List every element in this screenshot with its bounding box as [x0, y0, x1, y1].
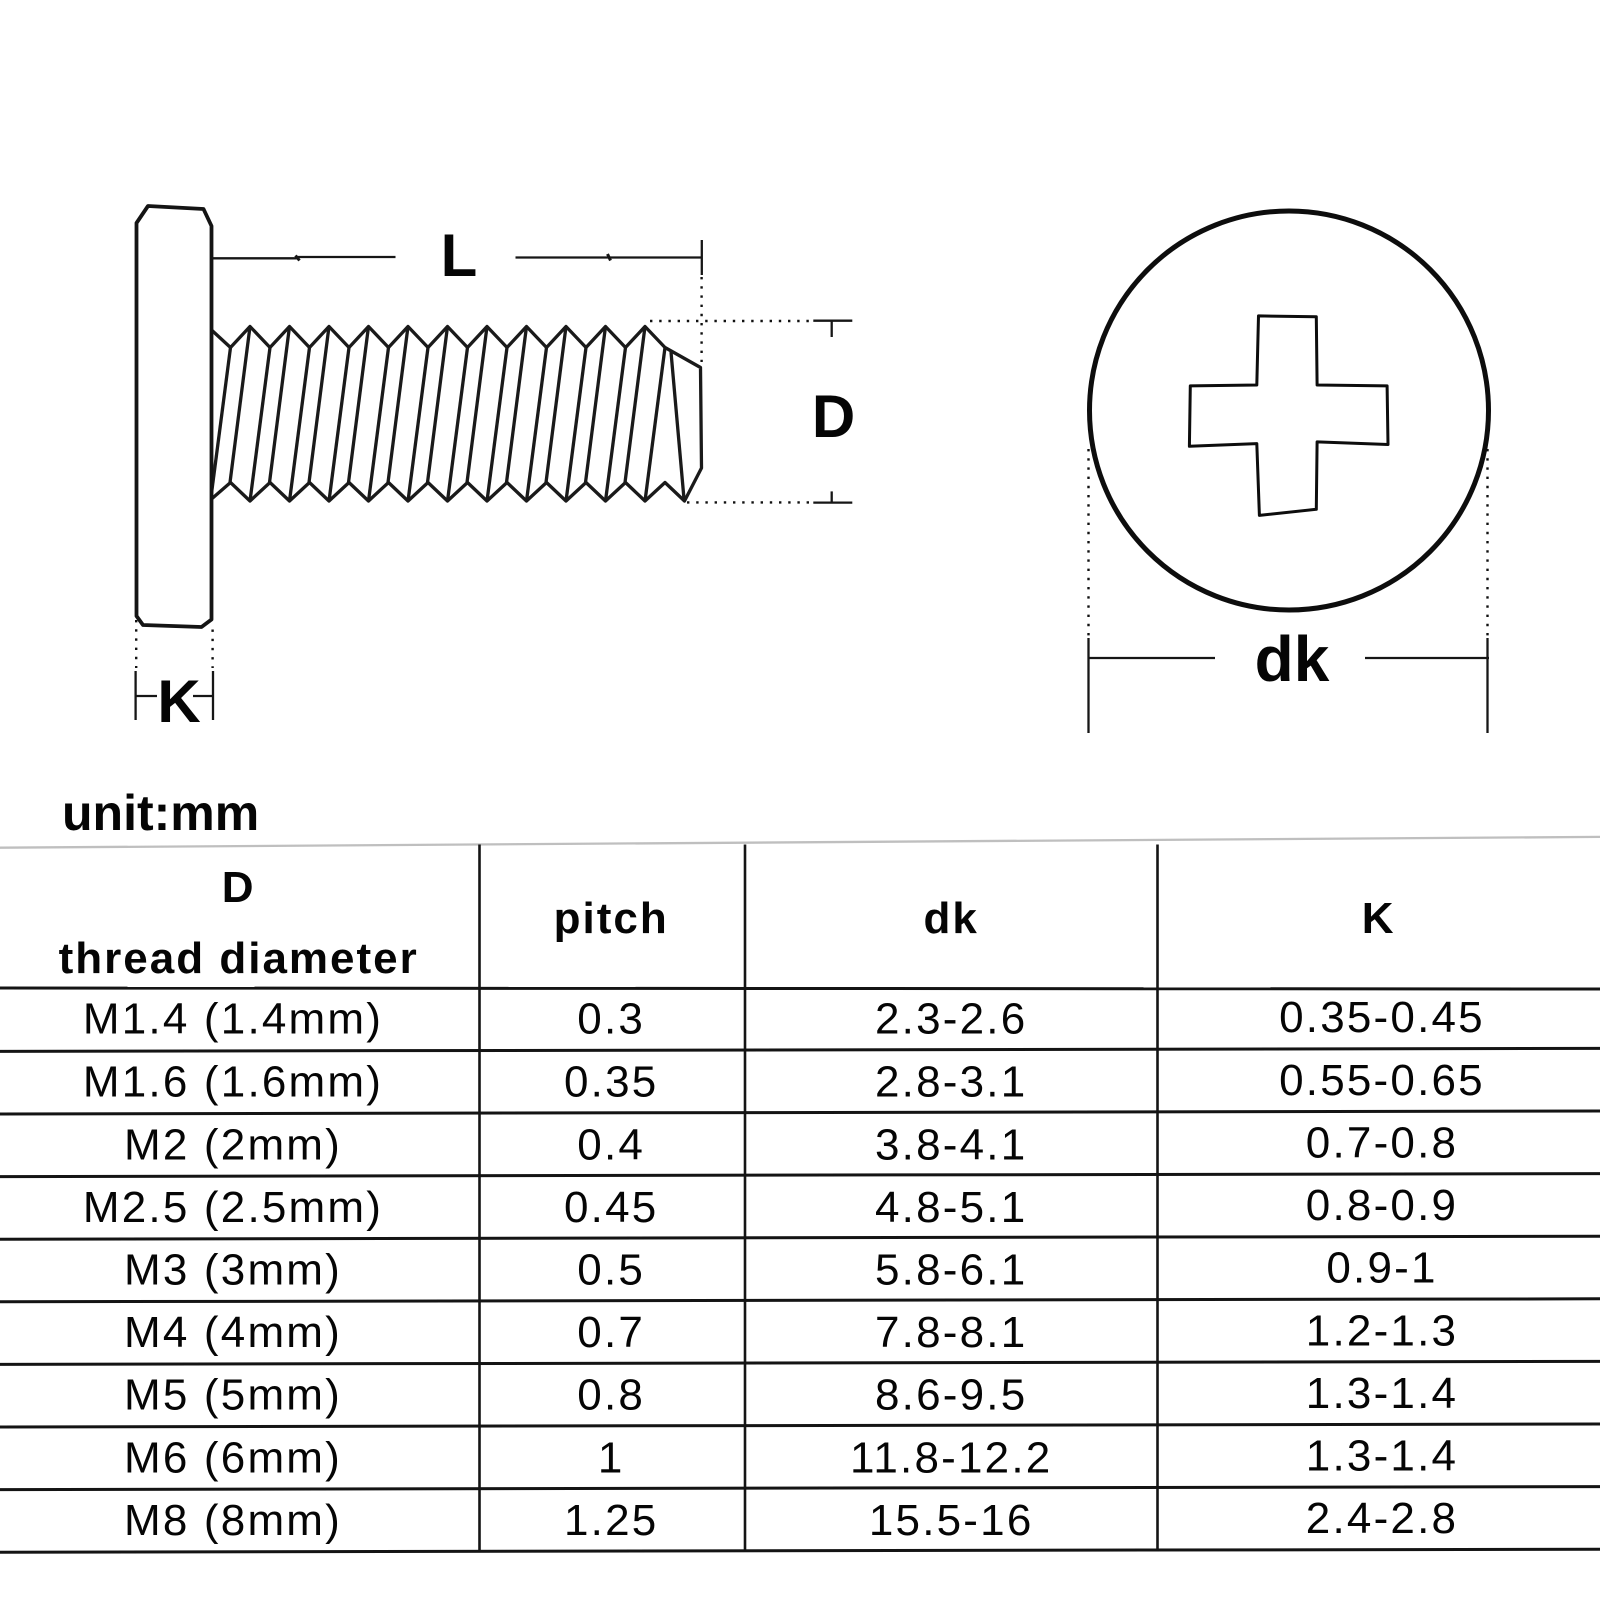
- svg-text:M4 (4mm): M4 (4mm): [124, 1308, 342, 1357]
- svg-text:L: L: [441, 222, 478, 289]
- svg-text:M1.4 (1.4mm): M1.4 (1.4mm): [83, 995, 383, 1044]
- svg-text:4.8-5.1: 4.8-5.1: [875, 1183, 1027, 1232]
- svg-text:M2 (2mm): M2 (2mm): [124, 1120, 342, 1169]
- svg-text:dk: dk: [924, 894, 979, 943]
- svg-text:M2.5 (2.5mm): M2.5 (2.5mm): [83, 1183, 383, 1232]
- svg-text:1.25: 1.25: [564, 1496, 658, 1545]
- svg-text:1.3-1.4: 1.3-1.4: [1306, 1369, 1458, 1418]
- svg-text:1.3-1.4: 1.3-1.4: [1306, 1432, 1458, 1481]
- svg-text:0.45: 0.45: [564, 1183, 658, 1232]
- svg-text:1.2-1.3: 1.2-1.3: [1306, 1306, 1458, 1355]
- svg-text:thread diameter: thread diameter: [59, 934, 419, 983]
- svg-text:1: 1: [598, 1433, 625, 1482]
- svg-text:M8 (8mm): M8 (8mm): [124, 1496, 342, 1545]
- svg-text:2.4-2.8: 2.4-2.8: [1306, 1494, 1458, 1543]
- svg-text:0.3: 0.3: [577, 995, 645, 1044]
- svg-text:M6 (6mm): M6 (6mm): [124, 1433, 342, 1482]
- svg-text:M5 (5mm): M5 (5mm): [124, 1371, 342, 1420]
- svg-text:0.5: 0.5: [577, 1246, 645, 1295]
- svg-text:unit:mm: unit:mm: [62, 785, 259, 841]
- svg-text:K: K: [1362, 894, 1396, 943]
- svg-text:11.8-12.2: 11.8-12.2: [850, 1433, 1052, 1482]
- svg-text:0.55-0.65: 0.55-0.65: [1279, 1056, 1485, 1105]
- svg-text:D: D: [812, 383, 855, 450]
- svg-text:0.35-0.45: 0.35-0.45: [1279, 993, 1485, 1042]
- svg-text:D: D: [222, 863, 256, 912]
- svg-text:0.7-0.8: 0.7-0.8: [1306, 1119, 1458, 1168]
- svg-text:8.6-9.5: 8.6-9.5: [875, 1371, 1027, 1420]
- svg-text:K: K: [157, 668, 200, 735]
- svg-text:7.8-8.1: 7.8-8.1: [875, 1308, 1027, 1357]
- svg-text:dk: dk: [1255, 623, 1330, 695]
- svg-text:0.8: 0.8: [577, 1371, 645, 1420]
- svg-text:M1.6 (1.6mm): M1.6 (1.6mm): [83, 1058, 383, 1107]
- svg-text:2.8-3.1: 2.8-3.1: [875, 1058, 1027, 1107]
- svg-text:5.8-6.1: 5.8-6.1: [875, 1246, 1027, 1295]
- svg-text:3.8-4.1: 3.8-4.1: [875, 1120, 1027, 1169]
- svg-text:0.35: 0.35: [564, 1058, 658, 1107]
- svg-text:15.5-16: 15.5-16: [869, 1496, 1034, 1545]
- svg-text:0.8-0.9: 0.8-0.9: [1306, 1181, 1458, 1230]
- svg-text:0.9-1: 0.9-1: [1326, 1244, 1437, 1293]
- svg-text:M3 (3mm): M3 (3mm): [124, 1246, 342, 1295]
- svg-text:pitch: pitch: [554, 894, 669, 943]
- svg-text:0.4: 0.4: [577, 1120, 645, 1169]
- svg-text:0.7: 0.7: [577, 1308, 645, 1357]
- svg-text:2.3-2.6: 2.3-2.6: [875, 995, 1027, 1044]
